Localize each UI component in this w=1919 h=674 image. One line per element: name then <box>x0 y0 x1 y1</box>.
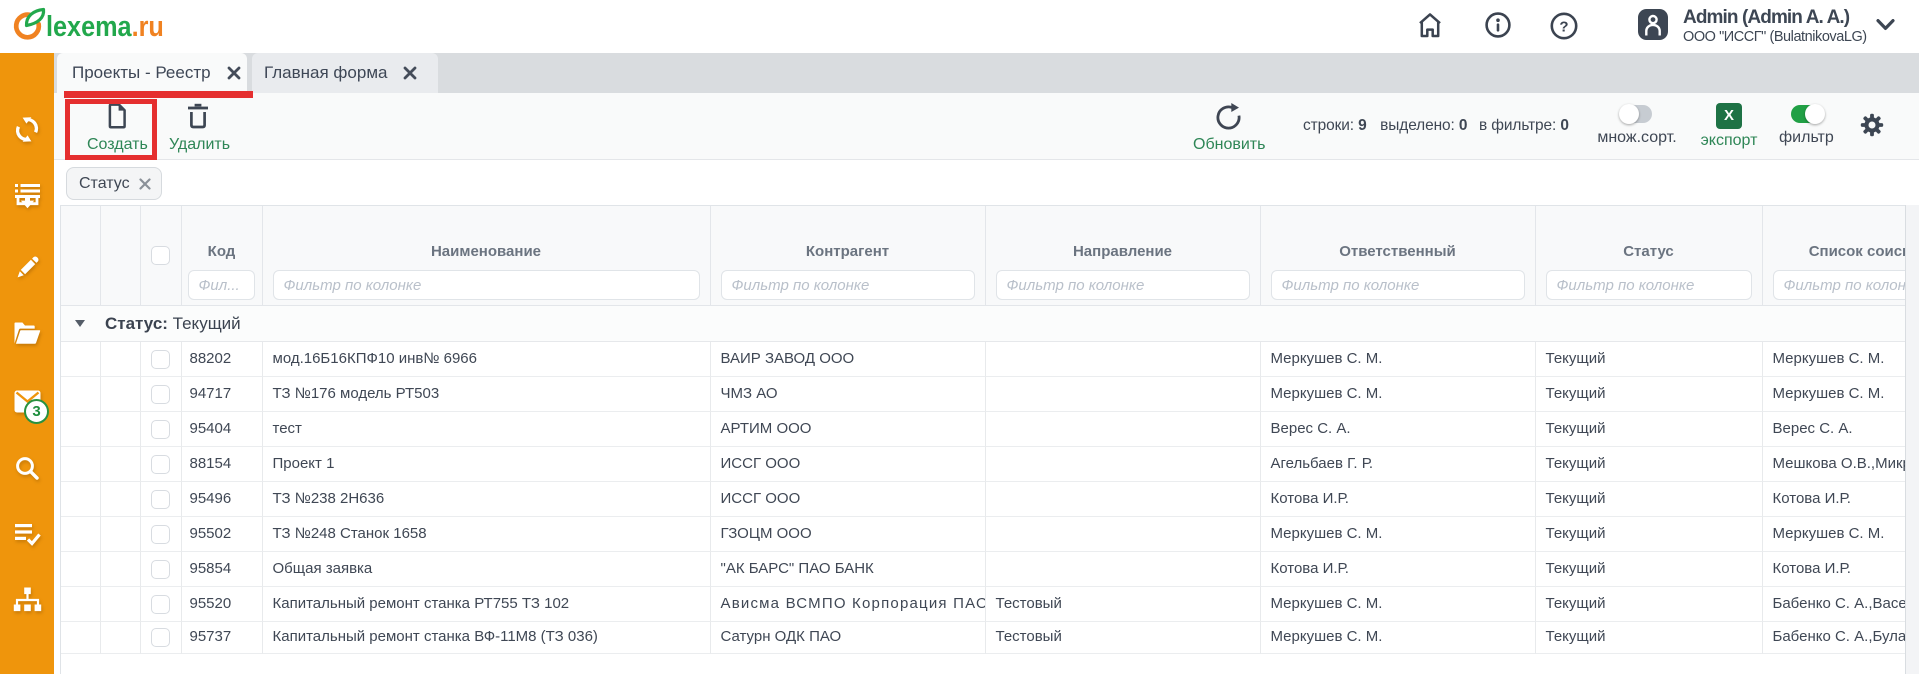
svg-text:?: ? <box>1559 18 1568 35</box>
